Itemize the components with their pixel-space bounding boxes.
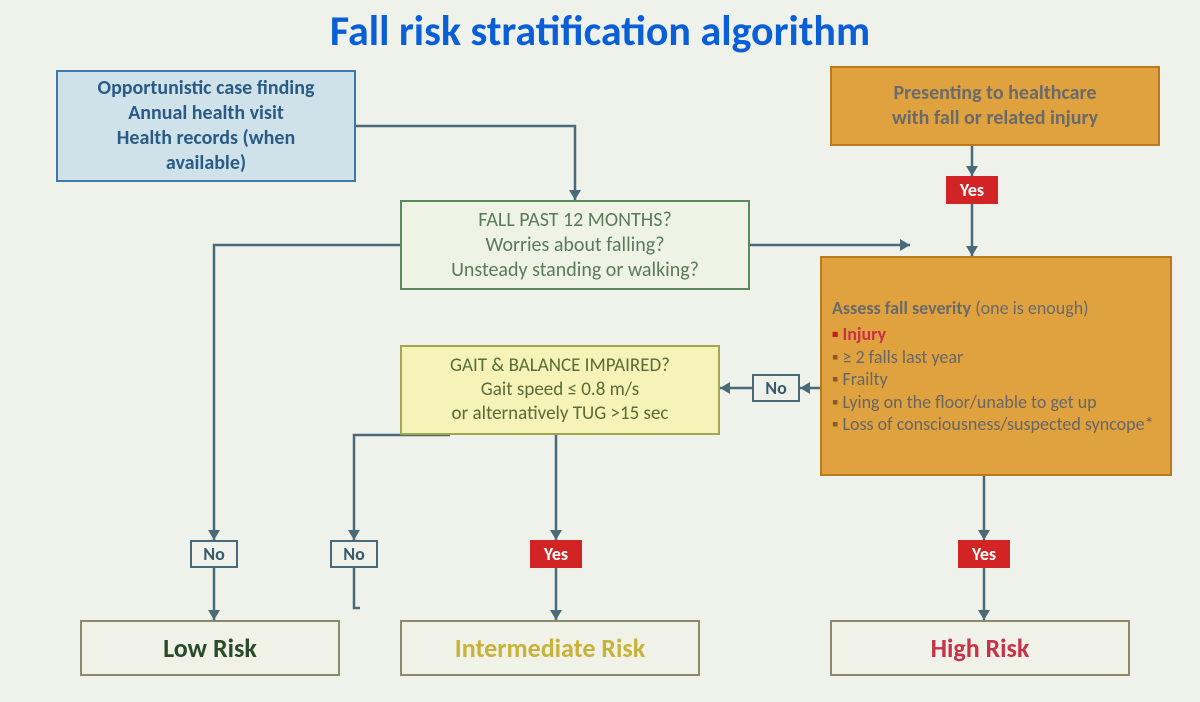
severity-bullet: Lying on the floor/unable to get up: [832, 391, 1154, 414]
node-line: High Risk: [931, 632, 1030, 665]
badge-no-severity: No: [752, 374, 800, 402]
node-gait-balance: GAIT & BALANCE IMPAIRED?Gait speed ≤ 0.8…: [400, 345, 720, 435]
node-line: GAIT & BALANCE IMPAIRED?: [450, 354, 670, 378]
node-low-risk: Low Risk: [80, 620, 340, 676]
node-line: available): [166, 151, 246, 176]
node-intermediate-risk: Intermediate Risk: [400, 620, 700, 676]
node-line: Annual health visit: [128, 101, 284, 126]
badge-yes-severity: Yes: [958, 540, 1010, 568]
node-high-risk: High Risk: [830, 620, 1130, 676]
node-line: Intermediate Risk: [455, 632, 645, 665]
severity-bullet: Loss of consciousness/suspected syncope*: [832, 413, 1154, 436]
node-line: Unsteady standing or walking?: [451, 258, 699, 283]
page-title: Fall risk stratification algorithm: [0, 6, 1200, 57]
node-severity-title: Assess fall severity (one is enough): [832, 297, 1089, 320]
severity-bullet: Frailty: [832, 368, 1154, 391]
node-line: with fall or related injury: [892, 106, 1098, 131]
node-line: Health records (when: [117, 126, 295, 151]
badge-no-gait: No: [330, 540, 378, 568]
severity-bullets: Injury≥ 2 falls last yearFrailtyLying on…: [832, 323, 1154, 436]
severity-bullet: ≥ 2 falls last year: [832, 346, 1154, 369]
node-presenting-healthcare: Presenting to healthcarewith fall or rel…: [830, 66, 1160, 146]
node-line: Worries about falling?: [486, 233, 665, 258]
badge-yes-gait: Yes: [530, 540, 582, 568]
node-assess-severity: Assess fall severity (one is enough) Inju…: [820, 256, 1172, 476]
severity-bullet: Injury: [832, 323, 1154, 346]
node-line: Presenting to healthcare: [894, 81, 1097, 106]
node-line: FALL PAST 12 MONTHS?: [478, 208, 671, 233]
node-line: Opportunistic case finding: [98, 76, 315, 101]
node-line: Low Risk: [163, 632, 257, 665]
node-line: or alternatively TUG >15 sec: [452, 402, 669, 426]
badge-yes-presenting: Yes: [946, 176, 998, 204]
node-case-finding: Opportunistic case findingAnnual health …: [56, 70, 356, 182]
badge-no-fall12: No: [190, 540, 238, 568]
node-fall-12-months: FALL PAST 12 MONTHS?Worries about fallin…: [400, 200, 750, 290]
node-line: Gait speed ≤ 0.8 m/s: [481, 378, 639, 402]
